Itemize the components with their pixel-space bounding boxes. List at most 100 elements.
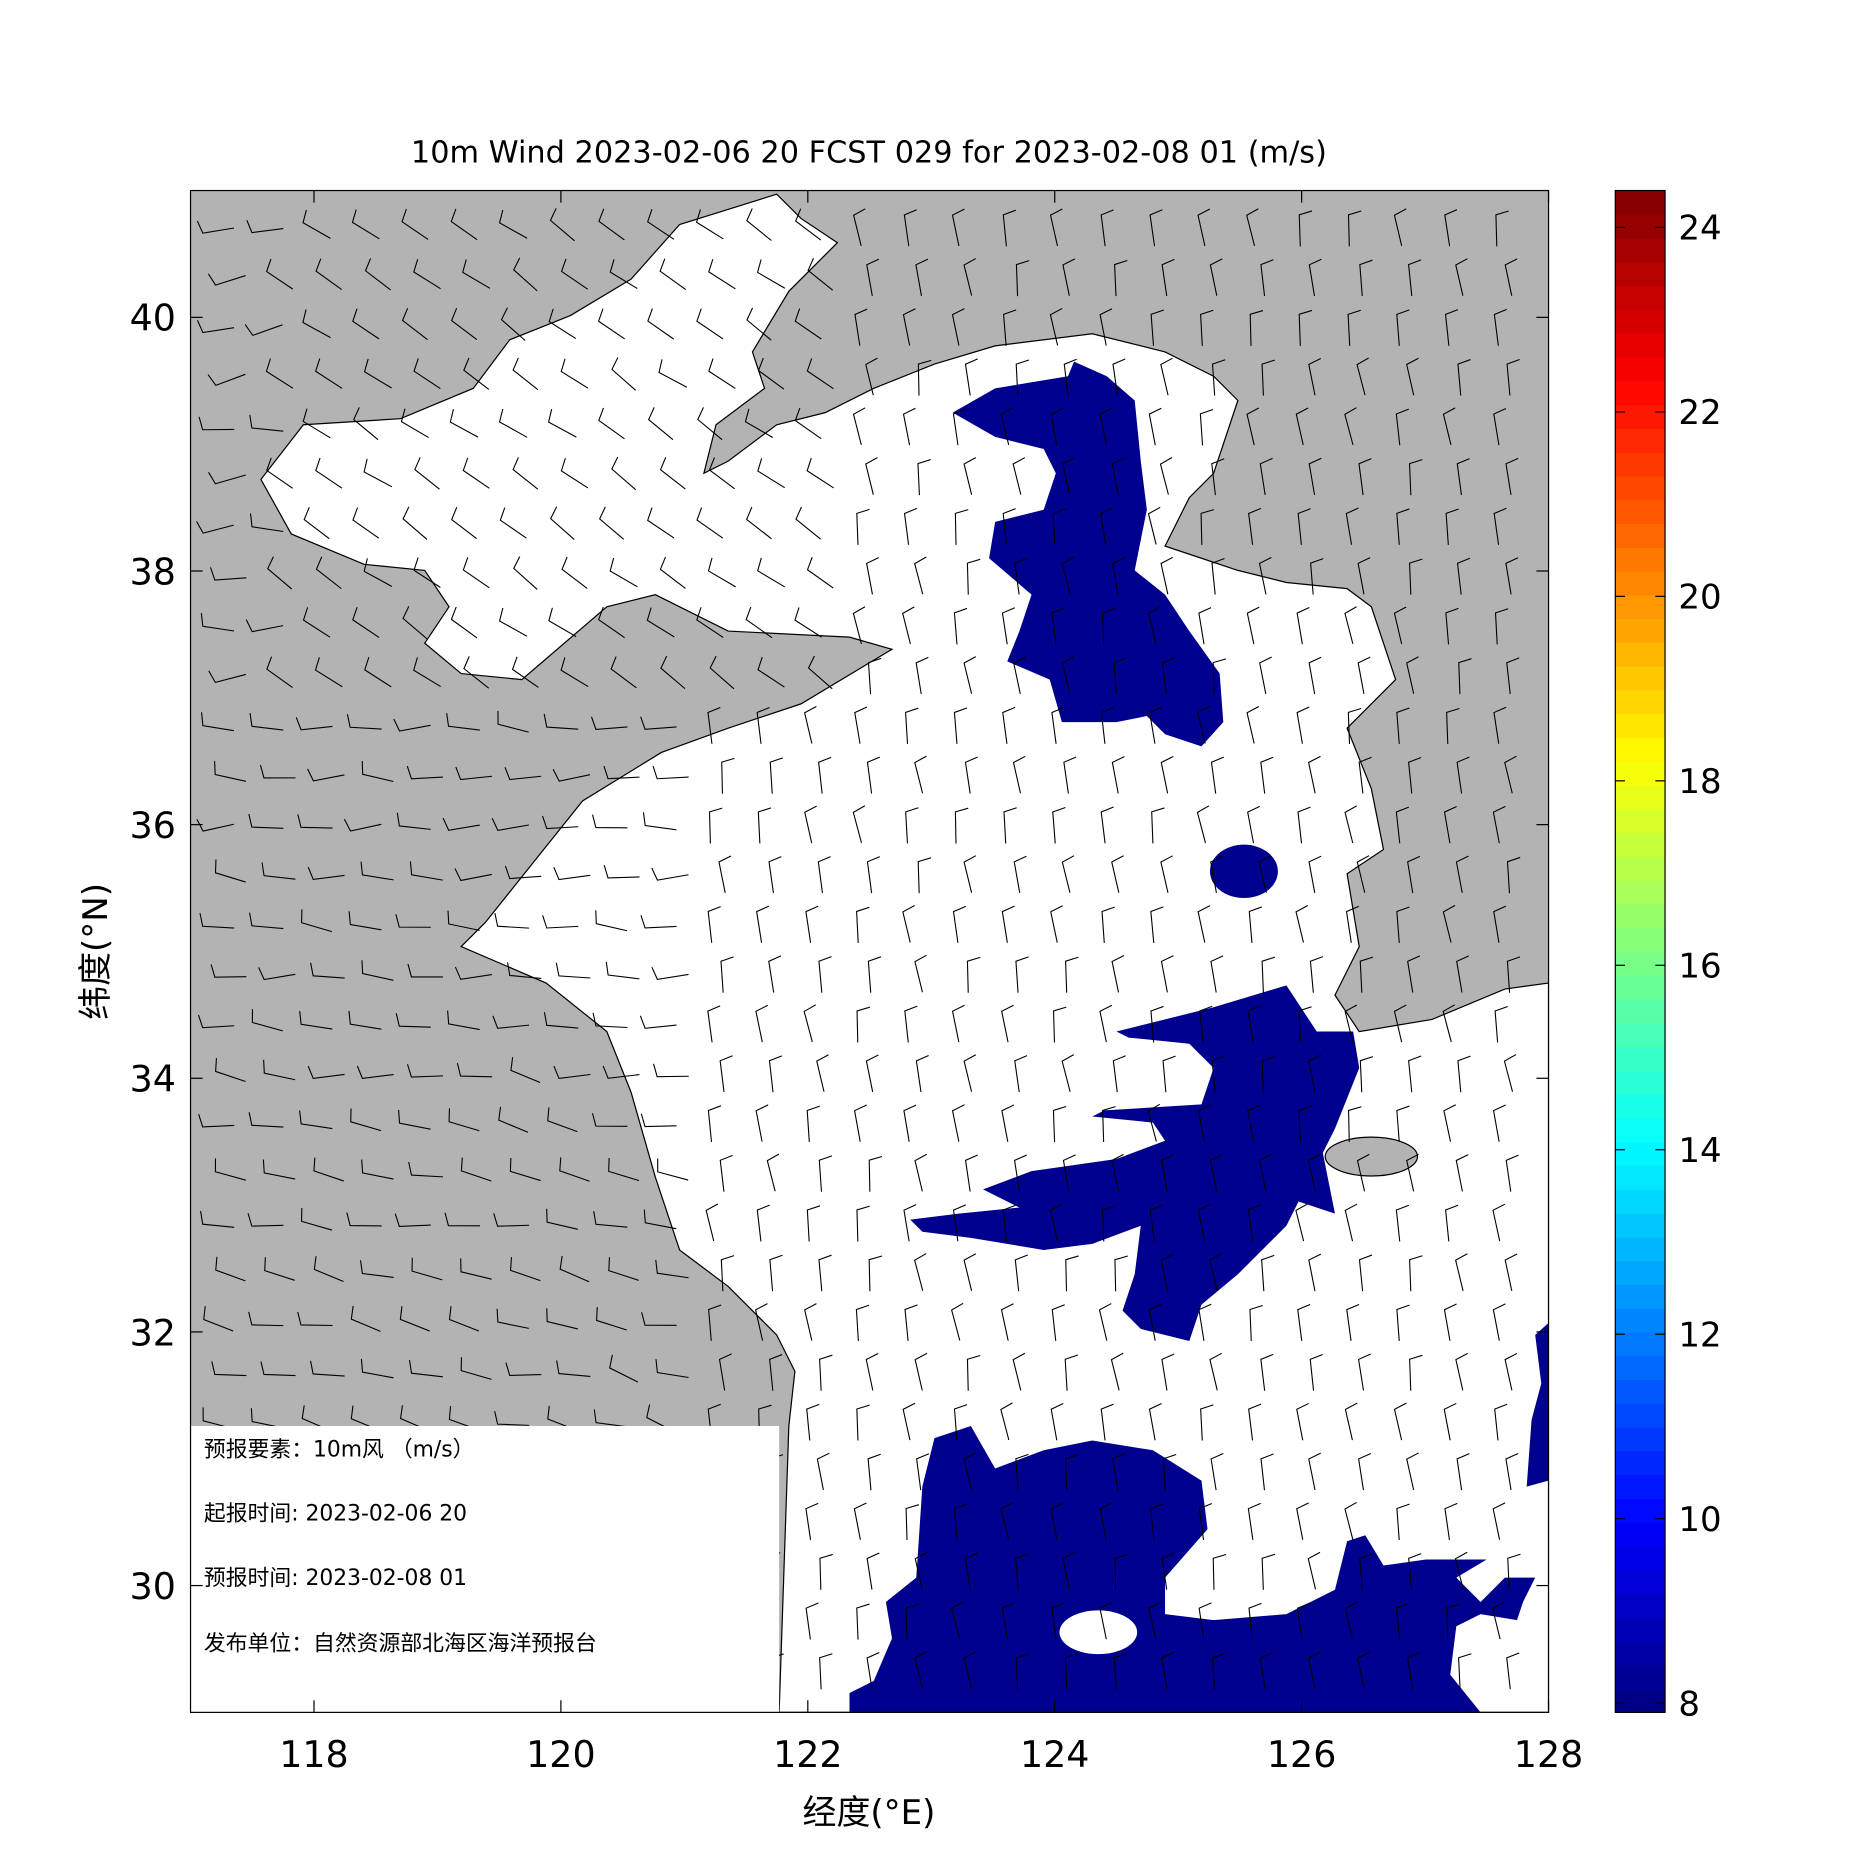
wind-barb — [902, 407, 916, 446]
wind-barb — [697, 407, 723, 441]
wind-barb — [646, 607, 675, 638]
wind-barb — [794, 308, 822, 340]
wind-barb — [647, 308, 675, 340]
colorbar-band — [1615, 832, 1666, 857]
wind-barb — [560, 657, 589, 688]
colorbar-band — [1615, 1331, 1666, 1357]
wind-barb — [500, 307, 526, 341]
wind-barb — [1013, 1154, 1028, 1192]
wind-barb — [299, 1110, 333, 1130]
wind-barb — [1014, 1254, 1028, 1292]
wind-barb — [611, 456, 637, 491]
wind-barb — [696, 607, 724, 638]
wind-barb — [1003, 807, 1017, 844]
wind-barb — [542, 915, 579, 929]
wind-barb — [1442, 1004, 1456, 1043]
colorbar-band — [1615, 666, 1666, 691]
wind-barb — [807, 258, 834, 291]
wind-barb — [315, 556, 342, 590]
wind-barb — [746, 307, 772, 341]
wind-barb — [1062, 457, 1075, 495]
wind-barb — [1052, 1006, 1067, 1043]
colorbar-band — [1615, 903, 1666, 929]
wind-barb — [559, 1157, 590, 1182]
wind-barb — [954, 807, 969, 844]
colorbar-band — [1615, 927, 1666, 953]
wind-barb — [1160, 955, 1174, 993]
wind-barb — [1013, 656, 1026, 694]
y-tick-label: 38 — [130, 550, 176, 593]
wind-barb — [1307, 1153, 1321, 1192]
wind-barb — [658, 359, 688, 388]
wind-barb — [804, 805, 817, 844]
info-line: 预报时间: 2023-02-08 01 — [204, 1566, 467, 1591]
wind-barb — [1457, 1055, 1471, 1093]
wind-barb — [1051, 1304, 1065, 1341]
wind-barb — [705, 1203, 719, 1242]
wind-barb — [595, 910, 628, 932]
colorbar-band — [1615, 190, 1666, 215]
wind-barb — [297, 814, 333, 829]
wind-barb — [867, 657, 882, 695]
wind-barb — [963, 457, 977, 495]
wind-barb — [401, 307, 428, 341]
wind-barb — [1162, 1055, 1176, 1093]
wind-barb — [598, 506, 625, 540]
plot-frame — [189, 189, 1550, 1713]
wind-barb — [856, 1404, 870, 1441]
wind-barb — [1063, 358, 1077, 396]
wind-barb — [1308, 357, 1322, 396]
wind-barb — [1050, 905, 1063, 943]
colorbar-band — [1615, 1474, 1666, 1499]
wind-barb — [756, 905, 770, 943]
wind-barb — [963, 258, 977, 296]
wind-barb — [868, 1255, 883, 1292]
wind-barb — [598, 407, 625, 440]
wind-barb — [1406, 656, 1419, 694]
wind-barb — [1161, 1154, 1175, 1192]
wind-barb — [196, 818, 234, 832]
colorbar-band — [1615, 570, 1666, 596]
colorbar-band — [1615, 689, 1666, 715]
wind-barb — [866, 258, 880, 296]
wind-barb — [267, 556, 293, 590]
wind-barb — [1065, 1255, 1079, 1292]
wind-barb — [413, 657, 441, 688]
wind-barb — [757, 656, 785, 688]
colorbar-band — [1615, 1355, 1666, 1381]
wind-barb — [914, 1651, 927, 1689]
wind-barb — [214, 761, 247, 782]
wind-barb — [1347, 707, 1362, 744]
wind-barb — [1456, 557, 1471, 595]
wind-barb — [549, 208, 575, 242]
wind-barb — [805, 1602, 819, 1640]
wind-barb — [744, 408, 774, 438]
wind-barb — [1308, 1253, 1322, 1292]
wind-barb — [1494, 1005, 1508, 1043]
wind-barb — [1002, 1204, 1016, 1242]
y-axis-label: 纬度(°N) — [76, 883, 116, 1020]
wind-barb — [914, 556, 927, 595]
wind-barb — [902, 904, 915, 943]
wind-barb — [609, 259, 638, 289]
wind-barb — [1356, 357, 1369, 396]
wind-barb — [303, 507, 330, 540]
wind-barb — [1112, 1055, 1126, 1093]
wind-barb — [804, 1303, 817, 1341]
wind-barb — [806, 1105, 821, 1142]
wind-barb — [1197, 905, 1211, 943]
wind-barb — [853, 1104, 867, 1142]
wind-barb — [903, 1204, 917, 1242]
wind-barb — [302, 408, 331, 439]
y-tick-label: 32 — [130, 1311, 176, 1354]
wind-barb — [1492, 1203, 1506, 1242]
wind-barb — [914, 1352, 928, 1391]
wind-barb — [1261, 956, 1276, 993]
wind-barb — [1211, 1055, 1225, 1093]
wind-barb — [1258, 855, 1272, 893]
wind-barb — [313, 1157, 344, 1182]
wind-barb — [951, 1004, 965, 1043]
wind-barb — [818, 956, 832, 993]
wind-barb — [593, 1409, 628, 1428]
wind-barb — [1446, 707, 1460, 744]
